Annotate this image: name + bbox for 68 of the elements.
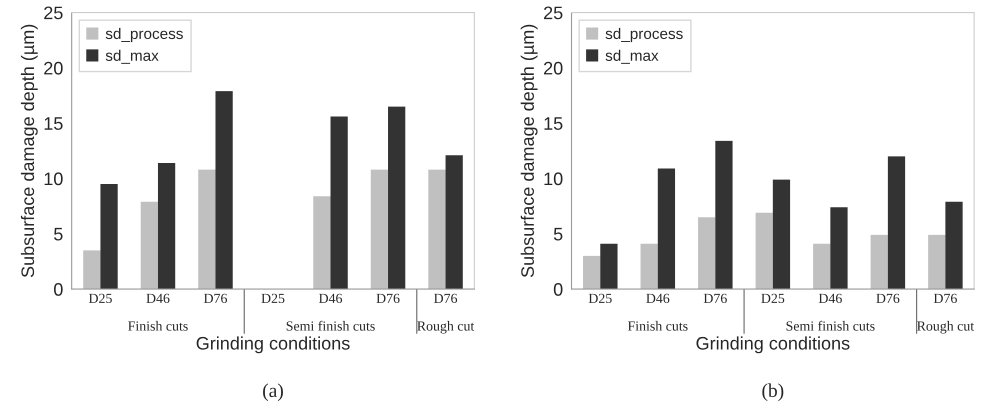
bar — [198, 170, 216, 290]
x-tick-label: D46 — [646, 294, 670, 304]
bar — [215, 91, 233, 290]
text: Semi finish cuts — [286, 320, 375, 331]
bar — [928, 234, 946, 290]
text: Finish cuts — [628, 320, 688, 331]
text: Semi finish cuts — [786, 320, 875, 331]
x-tick-label: D25 — [588, 294, 612, 304]
text: Rough cut — [917, 320, 974, 334]
legend-label: sd_process — [606, 28, 683, 42]
bar — [640, 244, 658, 290]
y-tick-label: 25 — [44, 6, 63, 20]
bar — [658, 168, 676, 290]
y-tick-label: 20 — [44, 62, 63, 75]
bar — [158, 163, 176, 290]
x-tick-label: D76 — [934, 294, 957, 304]
bar — [583, 256, 600, 290]
bar — [140, 202, 158, 290]
bar — [330, 116, 348, 290]
x-tick-label: D46 — [818, 294, 842, 304]
bar — [813, 244, 830, 290]
y-tick-label: 10 — [544, 172, 562, 186]
y-axis-title: Subsurface damage depth (µm) — [20, 24, 38, 278]
bar — [698, 217, 716, 290]
y-tick-label: 15 — [544, 117, 562, 130]
bar — [83, 250, 100, 290]
legend-label: sd_max — [606, 50, 658, 64]
x-tick-label: D76 — [876, 294, 900, 304]
x-tick-label: D46 — [146, 294, 170, 304]
x-tick-label: D25 — [761, 294, 784, 304]
bar — [388, 106, 406, 290]
y-tick-label: 0 — [54, 283, 63, 296]
text: Rough cut — [417, 320, 474, 334]
bar — [945, 202, 963, 290]
x-tick-label: D76 — [204, 294, 228, 304]
x-axis-title: Grinding conditions — [196, 336, 350, 354]
bar — [888, 156, 906, 290]
text: (a) — [263, 383, 283, 402]
x-tick-label: D76 — [704, 294, 727, 304]
y-tick-label: 0 — [554, 283, 562, 296]
bar — [313, 196, 331, 290]
x-tick-label: D25 — [261, 294, 284, 304]
y-tick-label: 10 — [44, 172, 63, 186]
y-axis-title: Subsurface damage depth (µm) — [520, 24, 538, 278]
x-axis-title: Grinding conditions — [696, 336, 850, 354]
x-tick-label: D25 — [88, 294, 112, 304]
bar — [715, 140, 733, 290]
x-tick-label: D46 — [318, 294, 342, 304]
y-tick-label: 15 — [44, 117, 63, 130]
x-tick-label: D76 — [434, 294, 458, 304]
y-tick-label: 5 — [554, 228, 562, 241]
y-tick-label: 25 — [544, 6, 562, 20]
y-tick-label: 5 — [54, 228, 63, 241]
bar — [446, 155, 463, 290]
bar — [600, 244, 618, 290]
text: (b) — [762, 383, 784, 402]
bar — [870, 234, 888, 290]
legend-label: sd_process — [106, 28, 183, 42]
legend-label: sd_max — [106, 50, 159, 64]
bar — [830, 207, 848, 290]
bar — [100, 184, 118, 290]
bar — [428, 170, 446, 290]
x-tick-label: D76 — [376, 294, 400, 304]
bar — [756, 212, 773, 290]
bar — [772, 180, 790, 290]
bar — [370, 170, 388, 290]
text: Finish cuts — [128, 320, 188, 331]
y-tick-label: 20 — [544, 62, 562, 75]
